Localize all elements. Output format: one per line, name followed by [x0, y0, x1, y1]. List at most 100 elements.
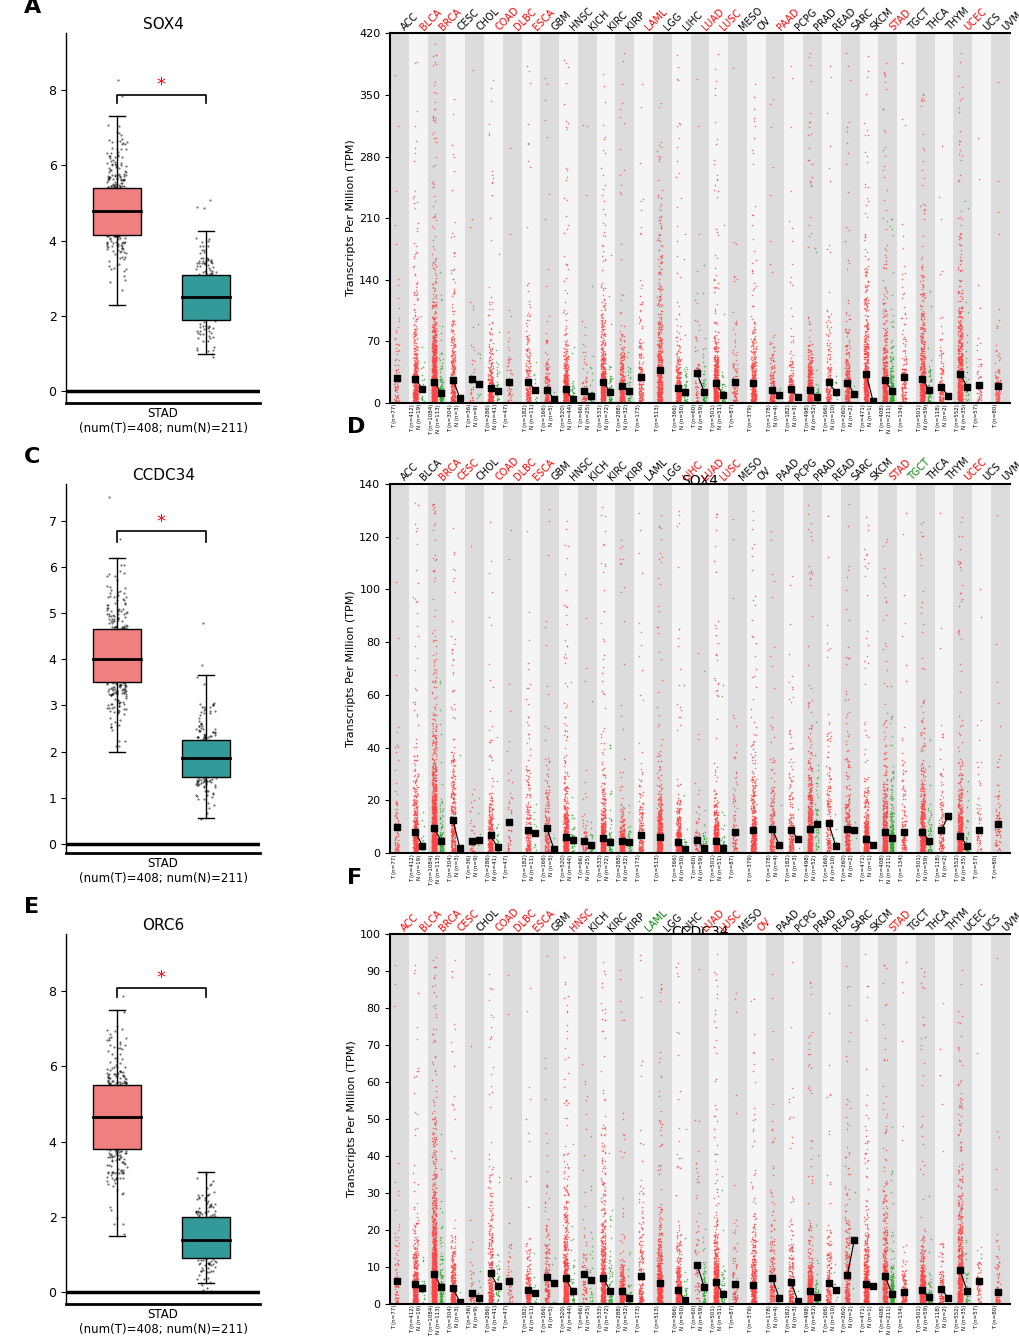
Point — [782, 1288, 798, 1309]
Point — [912, 1284, 928, 1305]
Point — [483, 377, 499, 398]
Point — [652, 1261, 668, 1282]
Point — [409, 378, 425, 400]
Point — [102, 1091, 118, 1112]
Point — [576, 392, 592, 413]
Point — [444, 828, 461, 849]
Point — [855, 837, 871, 858]
Point — [427, 370, 443, 392]
Point — [425, 344, 441, 365]
Point — [819, 1214, 836, 1235]
Point — [651, 794, 667, 816]
Point — [409, 306, 425, 328]
Point — [874, 1099, 891, 1120]
Point — [690, 1280, 706, 1301]
Point — [667, 832, 684, 853]
Point — [877, 818, 894, 840]
Point — [706, 1284, 722, 1305]
Point — [593, 361, 609, 382]
Point — [876, 591, 893, 612]
Point — [913, 374, 929, 396]
Point — [782, 1285, 798, 1306]
Point — [594, 392, 610, 413]
Point — [614, 349, 631, 370]
Point — [521, 1292, 537, 1313]
Point — [557, 838, 574, 860]
Point — [953, 1267, 969, 1289]
Point — [596, 829, 612, 850]
Point — [762, 385, 779, 406]
Point — [443, 1273, 460, 1294]
Point — [921, 1267, 937, 1289]
Point — [745, 806, 761, 828]
Point — [483, 793, 499, 814]
Point — [432, 834, 448, 856]
Point — [884, 787, 901, 809]
Point — [746, 812, 762, 833]
Point — [915, 838, 931, 860]
Point — [915, 1257, 931, 1278]
Point — [434, 805, 450, 826]
Point — [895, 370, 911, 392]
Point — [651, 1277, 667, 1298]
Point — [667, 349, 684, 370]
Point — [919, 374, 935, 396]
Point — [489, 841, 505, 862]
Point — [746, 822, 762, 844]
Point — [425, 1233, 441, 1254]
Point — [109, 654, 125, 675]
Point — [884, 317, 901, 338]
Point — [687, 289, 703, 310]
Point — [930, 362, 947, 384]
Point — [913, 842, 929, 864]
Point — [839, 813, 855, 834]
Point — [595, 1211, 611, 1233]
Point — [595, 1290, 611, 1312]
Point — [424, 373, 440, 394]
Point — [539, 1253, 555, 1274]
Point — [714, 392, 731, 413]
Point — [425, 381, 441, 402]
Point — [725, 1282, 741, 1304]
Point — [564, 389, 580, 410]
Point — [649, 834, 665, 856]
Point — [745, 842, 761, 864]
Point — [705, 820, 721, 841]
Point — [746, 1253, 762, 1274]
Point — [556, 376, 573, 397]
Point — [189, 771, 205, 793]
Point — [556, 1270, 573, 1292]
Point — [762, 796, 779, 817]
Point — [771, 794, 788, 816]
Point — [763, 1269, 780, 1290]
Point — [671, 842, 687, 864]
Point — [424, 828, 440, 849]
Point — [883, 838, 900, 860]
Point — [818, 833, 835, 854]
Point — [576, 386, 592, 408]
Point — [99, 599, 115, 620]
Point — [725, 1284, 741, 1305]
Point — [650, 1270, 666, 1292]
Point — [444, 787, 461, 809]
Point — [859, 289, 875, 310]
Point — [114, 1082, 130, 1103]
Point — [427, 1263, 443, 1285]
Point — [612, 828, 629, 849]
Point — [481, 360, 497, 381]
Point — [594, 804, 610, 825]
Point — [669, 358, 686, 380]
Point — [707, 388, 723, 409]
Point — [696, 841, 712, 862]
Point — [837, 1282, 853, 1304]
Point — [932, 727, 949, 749]
Point — [650, 1280, 666, 1301]
Point — [934, 386, 951, 408]
Point — [480, 1257, 496, 1278]
Point — [913, 384, 929, 405]
Point — [746, 1274, 762, 1296]
Point — [614, 1280, 631, 1301]
Point — [949, 321, 965, 342]
Point — [932, 392, 949, 413]
Point — [912, 87, 928, 108]
